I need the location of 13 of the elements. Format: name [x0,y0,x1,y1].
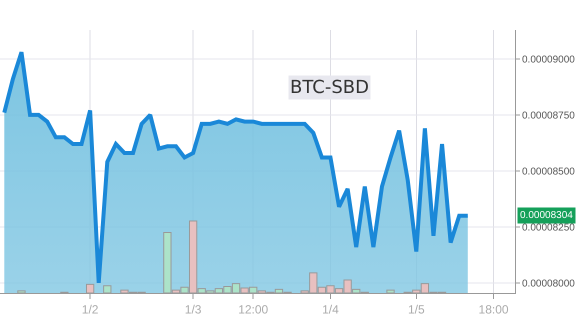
text: BTC-SBD [290,77,369,98]
y-tick-label: 0.00008500 [522,166,576,178]
x-tick-label: 1/5 [408,302,425,316]
y-tick-label: 0.00008750 [522,110,576,122]
text: 0.00008304 [520,210,574,221]
x-tick-label: 18:00 [478,302,509,316]
x-tick-label: 1/3 [184,302,202,316]
y-tick-label: 0.00008000 [522,278,576,290]
x-tick-label: 1/2 [82,302,99,316]
x-tick-label: 1/4 [322,302,340,316]
x-tick-label: 12:00 [238,302,269,316]
y-tick-label: 0.00009000 [522,54,576,66]
y-tick-label: 0.00008250 [522,222,576,234]
